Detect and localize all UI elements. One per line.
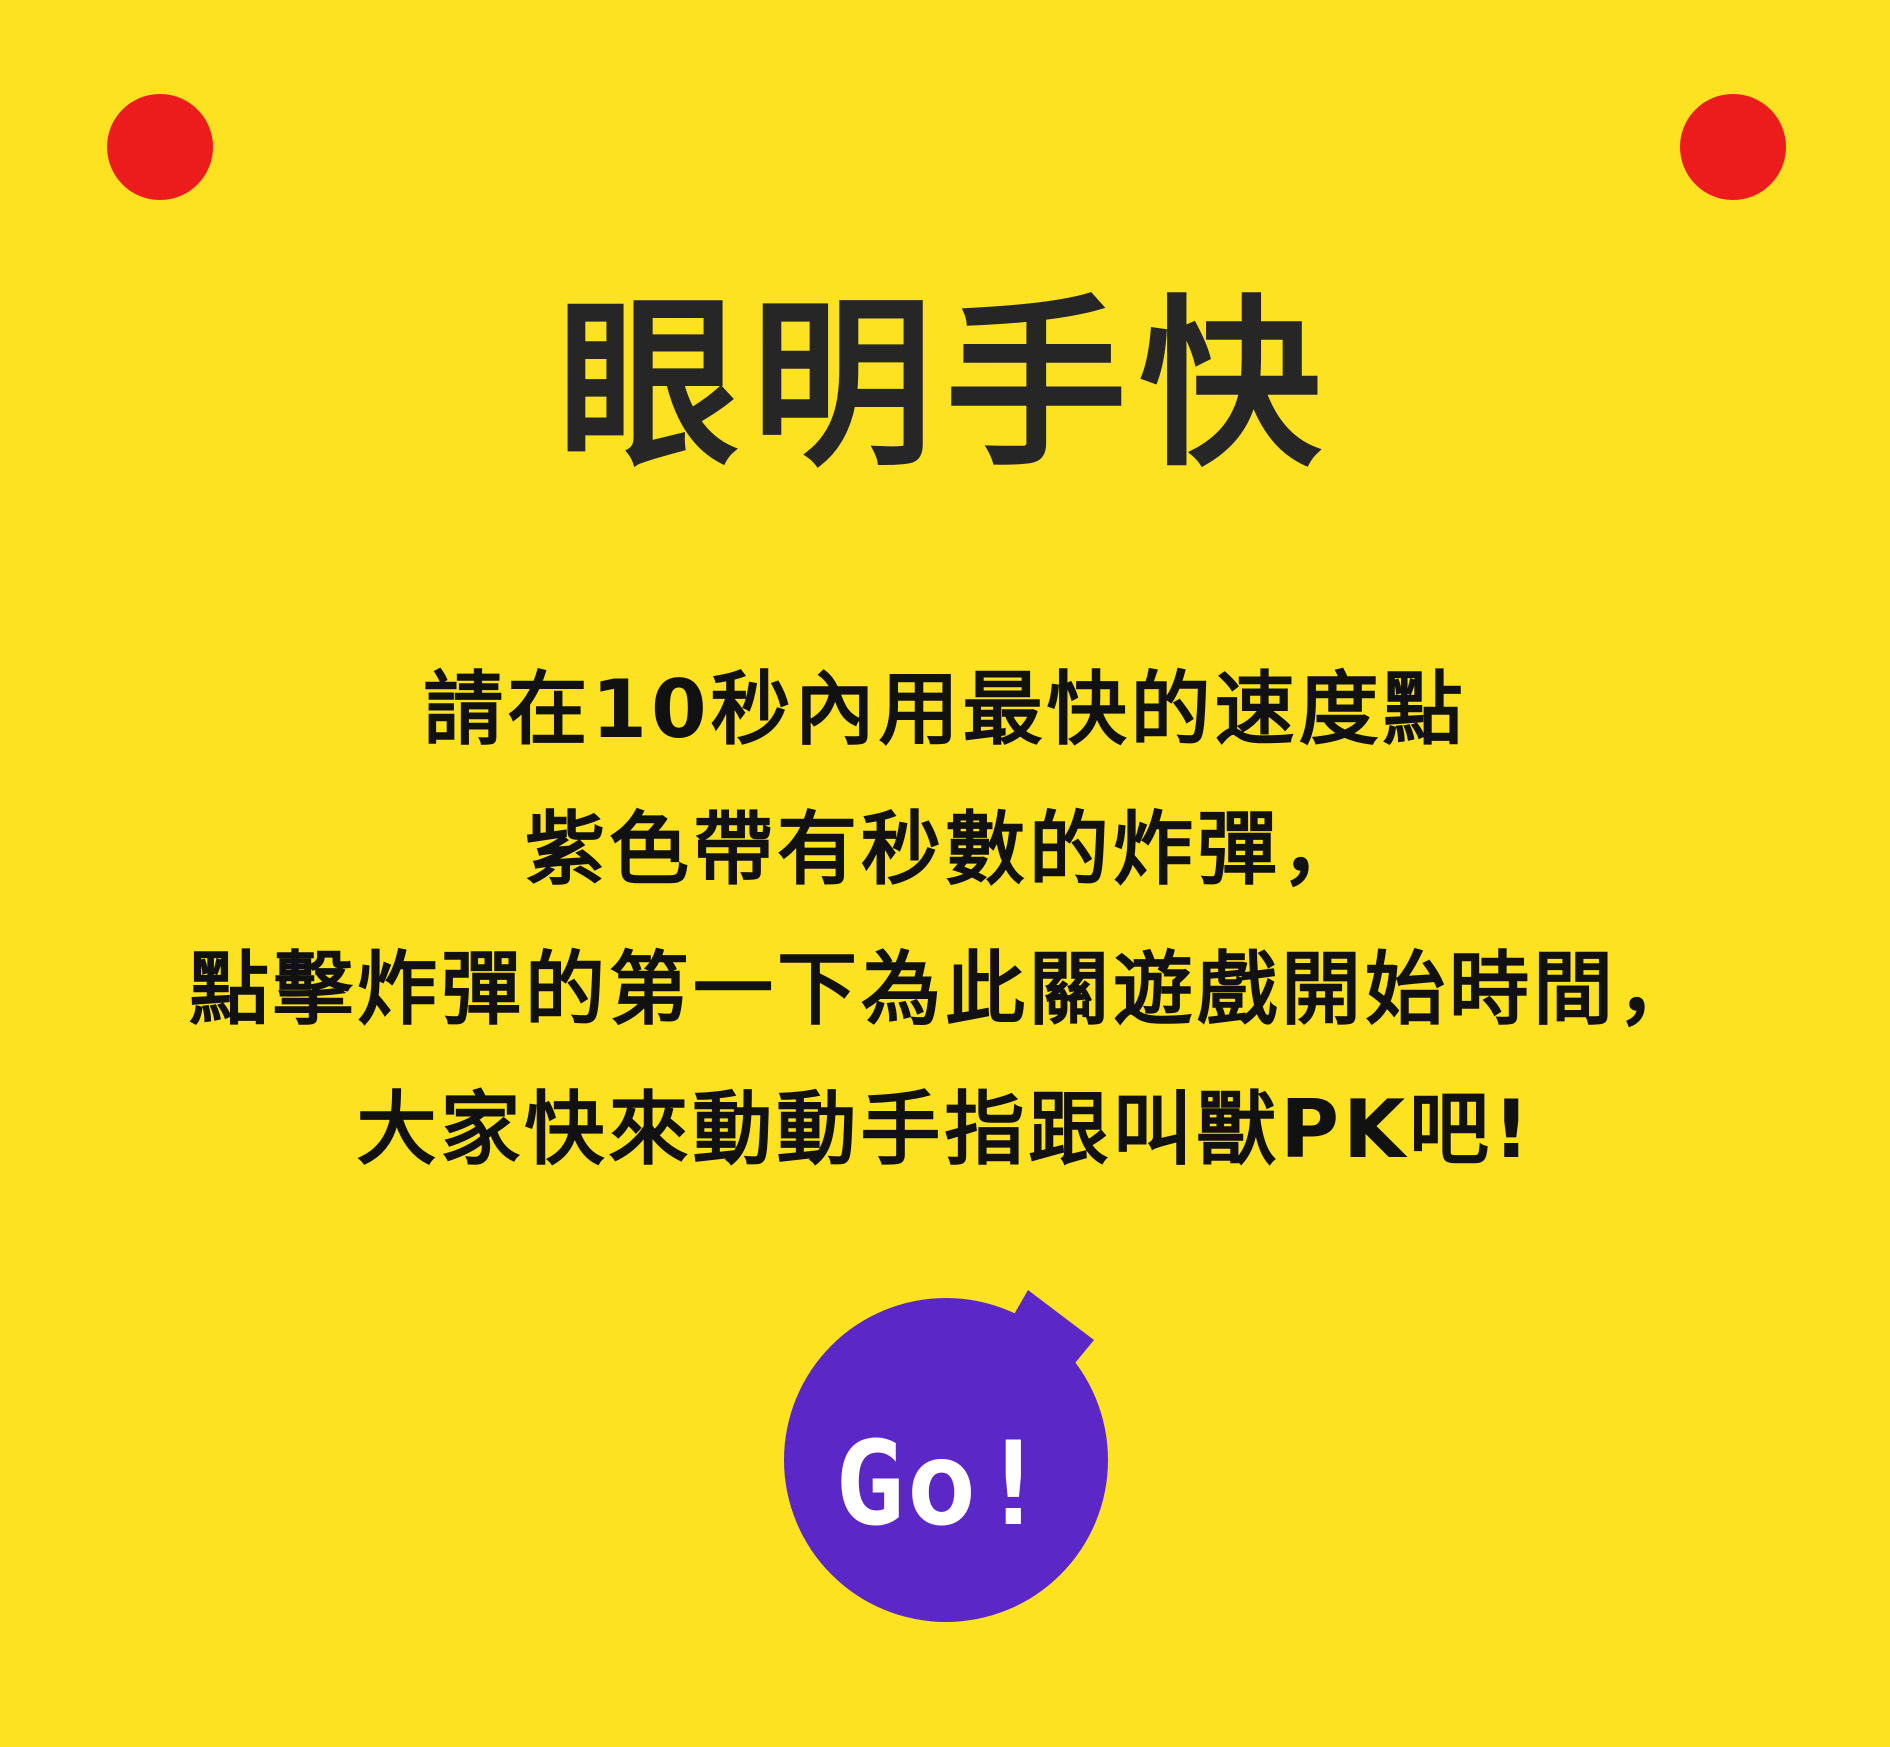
go-start-button[interactable]: Go! [780,1290,1120,1630]
instruction-line-4: 大家快來動動手指跟叫獸PK吧! [356,1083,1534,1176]
bomb-body [784,1298,1108,1622]
bomb-icon [784,1290,1108,1622]
corner-dot-right [1680,94,1786,200]
go-label: Go! [834,1417,1051,1552]
instruction-line-2: 紫色帶有秒數的炸彈， [525,803,1365,896]
instruction-line-3: 點擊炸彈的第一下為此關遊戲開始時間， [189,943,1701,1036]
instructions-text: 請在10秒內用最快的速度點 紫色帶有秒數的炸彈， 點擊炸彈的第一下為此關遊戲開始… [0,640,1890,1200]
bomb-fuse [1012,1290,1094,1374]
instruction-line-1: 請在10秒內用最快的速度點 [423,663,1467,756]
game-title: 眼明手快 [557,279,1333,491]
corner-dot-left [107,94,213,200]
